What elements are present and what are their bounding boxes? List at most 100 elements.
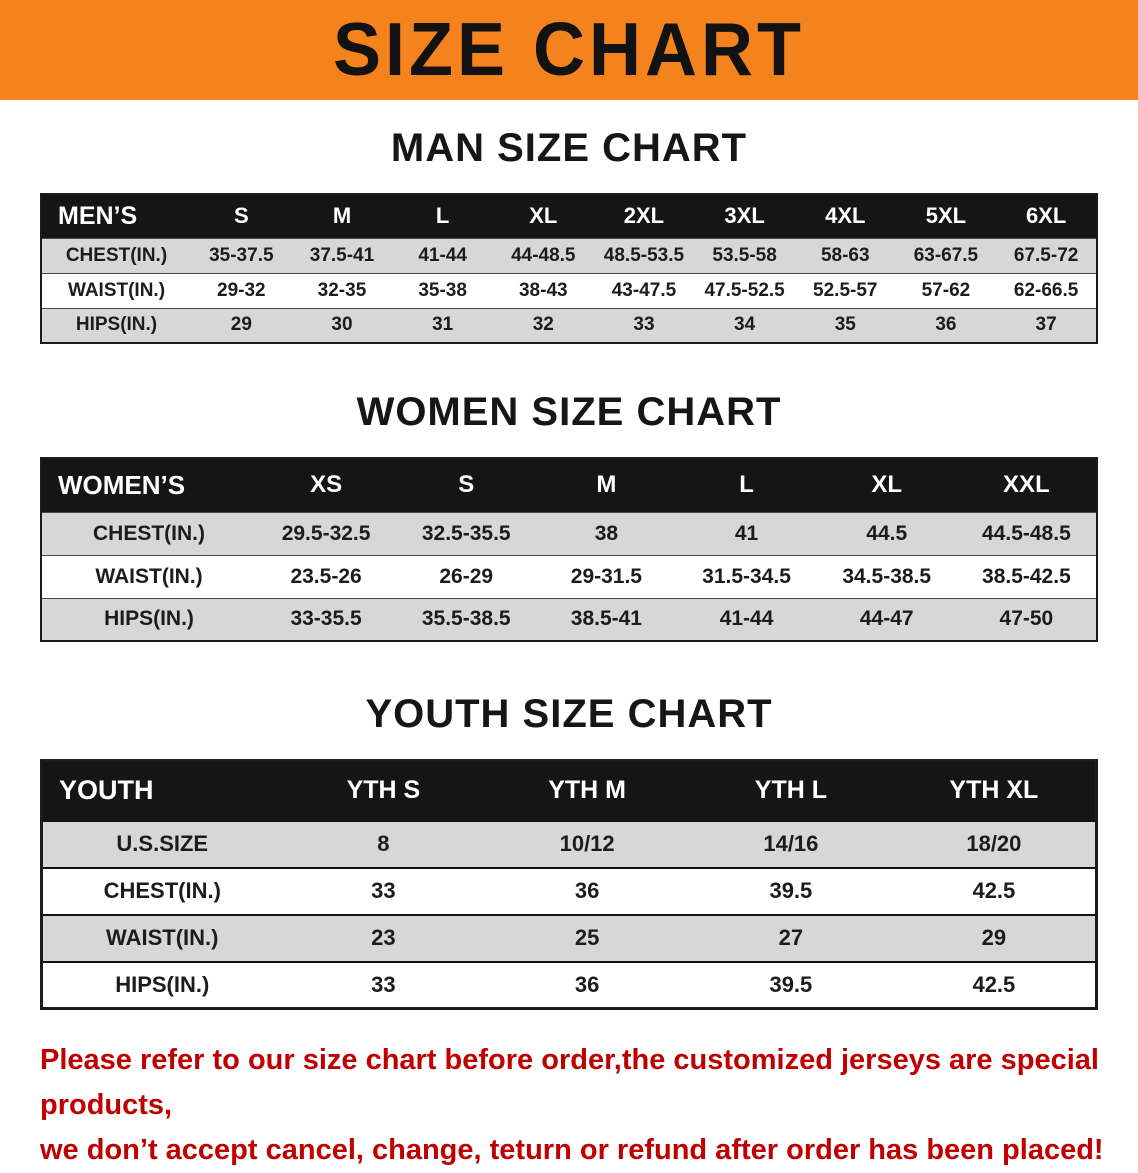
size-column-header: XL	[492, 194, 594, 238]
table-cell: 39.5	[769, 971, 813, 997]
size-column-header: YTH XL	[892, 760, 1097, 821]
table-cell: 26-29	[439, 564, 494, 588]
table-cell: 36	[574, 878, 600, 903]
row-label: U.S.SIZE	[116, 831, 209, 856]
row-label: WAIST(IN.)	[67, 279, 166, 301]
table-cell: 53.5-58	[712, 244, 777, 266]
size-column-header: S	[396, 458, 537, 512]
size-column-header: YTH L	[689, 760, 893, 821]
size-column-header: L	[392, 194, 493, 238]
size-column-header: S	[191, 194, 292, 238]
table-cell: 42.5	[972, 878, 1016, 903]
table-cell: 43-47.5	[611, 279, 677, 301]
size-chart-banner: SIZE CHART	[0, 0, 1138, 100]
table-cell: 38	[594, 521, 619, 545]
table-row: U.S.SIZE 8 10/12 14/16 18/20	[41, 820, 1097, 868]
women-section: WOMEN SIZE CHART WOMEN’S XS S M L XL XXL CHEST(…	[0, 390, 1138, 642]
table-row: CHEST(IN.) 35-37.5 37.5-41 41-44 44-48.5 48.5…	[41, 238, 1097, 273]
table-cell: 57-62	[921, 279, 971, 301]
size-column-header: YTH S	[281, 760, 486, 821]
women-size-table: WOMEN’S XS S M L XL XXL CHEST(IN.) 29.5-32.5 32.5…	[40, 457, 1098, 642]
table-cell: 35	[834, 314, 856, 336]
table-row: HIPS(IN.) 29 30 31 32 33 34 35 36 37	[41, 308, 1097, 343]
table-cell: 29	[981, 925, 1007, 950]
size-column-header: XL	[816, 458, 957, 512]
table-cell: 29	[230, 314, 252, 336]
size-column-header: XS	[256, 458, 397, 512]
table-cell: 67.5-72	[1013, 244, 1079, 266]
row-label: WAIST(IN.)	[95, 564, 203, 588]
table-corner-label: WOMEN’S	[41, 458, 256, 512]
disclaimer-line-1: Please refer to our size chart before or…	[40, 1044, 1099, 1121]
women-section-heading: WOMEN SIZE CHART	[356, 390, 782, 434]
size-column-header: XXL	[956, 458, 1097, 512]
size-column-header: YTH M	[485, 760, 689, 821]
row-label: CHEST(IN.)	[65, 244, 168, 266]
table-cell: 23.5-26	[290, 564, 362, 588]
table-corner-label: MEN’S	[41, 194, 191, 238]
size-column-header: L	[676, 458, 817, 512]
row-label: HIPS(IN.)	[104, 607, 194, 631]
size-column-header: M	[536, 458, 677, 512]
table-cell: 41-44	[418, 244, 467, 266]
row-label: CHEST(IN.)	[103, 878, 221, 903]
youth-section-heading: YOUTH SIZE CHART	[365, 692, 773, 736]
table-cell: 44-47	[859, 607, 914, 631]
table-cell: 30	[331, 314, 353, 336]
table-cell: 29-32	[217, 279, 266, 301]
table-row: CHEST(IN.) 33 36 39.5 42.5	[41, 867, 1097, 915]
table-cell: 25	[574, 925, 600, 950]
table-row: HIPS(IN.) 33-35.5 35.5-38.5 38.5-41 41-44 44-…	[41, 598, 1097, 641]
table-cell: 32	[532, 314, 554, 336]
table-cell: 37.5-41	[309, 244, 375, 266]
table-header-row: YOUTH YTH S YTH M YTH L YTH XL	[41, 760, 1097, 821]
table-cell: 41	[734, 521, 759, 545]
size-column-header: 2XL	[593, 194, 695, 238]
row-label: HIPS(IN.)	[75, 314, 158, 336]
size-column-header: 3XL	[694, 194, 795, 238]
men-section-heading: MAN SIZE CHART	[390, 126, 748, 170]
table-cell: 34.5-38.5	[842, 564, 932, 588]
table-cell: 35.5-38.5	[421, 607, 511, 631]
table-cell: 36	[574, 971, 600, 997]
size-column-header: 4XL	[794, 194, 896, 238]
page-title: SIZE CHART	[333, 8, 805, 93]
table-cell: 38.5-41	[570, 607, 642, 631]
table-cell: 18/20	[966, 831, 1022, 856]
table-cell: 27	[778, 925, 804, 950]
table-cell: 31.5-34.5	[702, 564, 791, 588]
table-cell: 33-35.5	[290, 607, 362, 631]
table-cell: 44-48.5	[511, 244, 576, 266]
table-cell: 36	[935, 314, 957, 336]
table-cell: 63-67.5	[913, 244, 979, 266]
table-cell: 37	[1035, 314, 1057, 336]
table-cell: 41-44	[719, 607, 774, 631]
table-cell: 33	[371, 878, 396, 903]
table-cell: 47.5-52.5	[704, 279, 785, 301]
size-column-header: 6XL	[996, 194, 1097, 238]
table-row: CHEST(IN.) 29.5-32.5 32.5-35.5 38 41 44.5 44.5…	[41, 512, 1097, 555]
table-cell: 14/16	[763, 831, 819, 856]
table-cell: 42.5	[972, 971, 1016, 997]
table-cell: 33	[371, 971, 396, 997]
table-cell: 35-38	[418, 279, 467, 301]
table-cell: 29.5-32.5	[281, 521, 371, 545]
table-cell: 38-43	[518, 279, 568, 301]
disclaimer-line-2: we don’t accept cancel, change, teturn o…	[40, 1133, 1104, 1166]
table-cell: 48.5-53.5	[603, 244, 685, 266]
table-row: WAIST(IN.) 29-32 32-35 35-38 38-43 43-47.5 47.…	[41, 273, 1097, 308]
table-cell: 47-50	[999, 607, 1054, 631]
disclaimer: Please refer to our size chart before or…	[40, 1038, 1118, 1173]
row-label: WAIST(IN.)	[106, 925, 219, 950]
men-size-table: MEN’S S M L XL 2XL 3XL 4XL 5XL 6XL CHEST(IN.) 35-37…	[40, 193, 1098, 344]
men-section: MAN SIZE CHART MEN’S S M L XL 2XL 3XL 4XL 5XL 6XL…	[0, 126, 1138, 344]
table-cell: 38.5-42.5	[982, 564, 1071, 588]
table-cell: 32-35	[317, 279, 367, 301]
table-cell: 33	[633, 314, 655, 336]
table-cell: 44.5-48.5	[982, 521, 1071, 545]
size-column-header: 5XL	[895, 194, 997, 238]
table-cell: 35-37.5	[209, 244, 274, 266]
table-cell: 39.5	[769, 878, 813, 903]
table-cell: 31	[432, 314, 454, 336]
